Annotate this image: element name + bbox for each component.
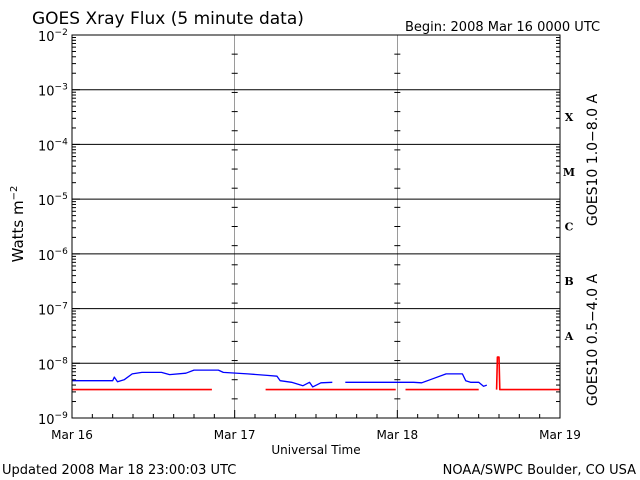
y-tick-base: 10 bbox=[38, 413, 55, 428]
y-tick-exponent: −6 bbox=[55, 247, 69, 257]
chart-title: GOES Xray Flux (5 minute data) bbox=[32, 9, 304, 29]
y-tick-label: 10−5 bbox=[38, 192, 68, 209]
y-tick-base: 10 bbox=[38, 194, 55, 209]
y-tick-label: 10−6 bbox=[38, 247, 68, 264]
y-tick-label: 10−2 bbox=[38, 28, 68, 45]
x-tick-label: Mar 18 bbox=[376, 428, 418, 442]
y-tick-exponent: −2 bbox=[55, 28, 68, 38]
y-tick-base: 10 bbox=[38, 30, 55, 45]
flare-class-label: X bbox=[565, 111, 574, 124]
legend-long-channel: GOES10 1.0−8.0 A bbox=[585, 94, 601, 227]
legend-short-channel: GOES10 0.5−4.0 A bbox=[585, 274, 601, 407]
y-tick-label: 10−4 bbox=[38, 137, 68, 154]
flare-class-label: C bbox=[565, 221, 574, 234]
y-tick-label: 10−7 bbox=[38, 302, 68, 319]
source-credit: NOAA/SWPC Boulder, CO USA bbox=[443, 463, 636, 478]
y-tick-base: 10 bbox=[38, 249, 55, 264]
x-tick-label: Mar 16 bbox=[51, 428, 93, 442]
data-series bbox=[72, 356, 560, 391]
updated-timestamp: Updated 2008 Mar 18 23:00:03 UTC bbox=[2, 463, 236, 478]
x-axis-label: Universal Time bbox=[271, 443, 360, 457]
y-tick-exponent: −5 bbox=[55, 192, 68, 202]
y-tick-base: 10 bbox=[38, 304, 55, 319]
y-tick-base: 10 bbox=[38, 85, 55, 100]
y-tick-exponent: −4 bbox=[55, 137, 69, 147]
series-0-segment bbox=[495, 356, 560, 391]
y-tick-exponent: −9 bbox=[55, 411, 69, 421]
begin-date: Begin: 2008 Mar 16 0000 UTC bbox=[405, 20, 600, 35]
flare-class-label: M bbox=[563, 166, 575, 179]
series-1-segment bbox=[72, 369, 333, 388]
y-tick-label: 10−9 bbox=[38, 411, 68, 428]
y-tick-base: 10 bbox=[38, 358, 55, 373]
flare-class-label: B bbox=[564, 275, 573, 288]
grid-lines bbox=[72, 34, 560, 419]
y-tick-label: 10−3 bbox=[38, 83, 68, 100]
series-1-segment bbox=[345, 373, 488, 387]
y-tick-label: 10−8 bbox=[38, 356, 68, 373]
y-tick-exponent: −7 bbox=[55, 302, 68, 312]
y-tick-exponent: −8 bbox=[55, 356, 69, 366]
y-axis-label-base: Watts m bbox=[9, 200, 27, 262]
y-tick-base: 10 bbox=[38, 139, 55, 154]
x-tick-label: Mar 17 bbox=[214, 428, 256, 442]
y-tick-exponent: −3 bbox=[55, 83, 68, 93]
x-tick-label: Mar 19 bbox=[539, 428, 581, 442]
y-axis-label: Watts m−2 bbox=[9, 186, 27, 263]
flare-class-label: A bbox=[564, 330, 574, 343]
y-axis-label-exponent: −2 bbox=[9, 186, 20, 201]
